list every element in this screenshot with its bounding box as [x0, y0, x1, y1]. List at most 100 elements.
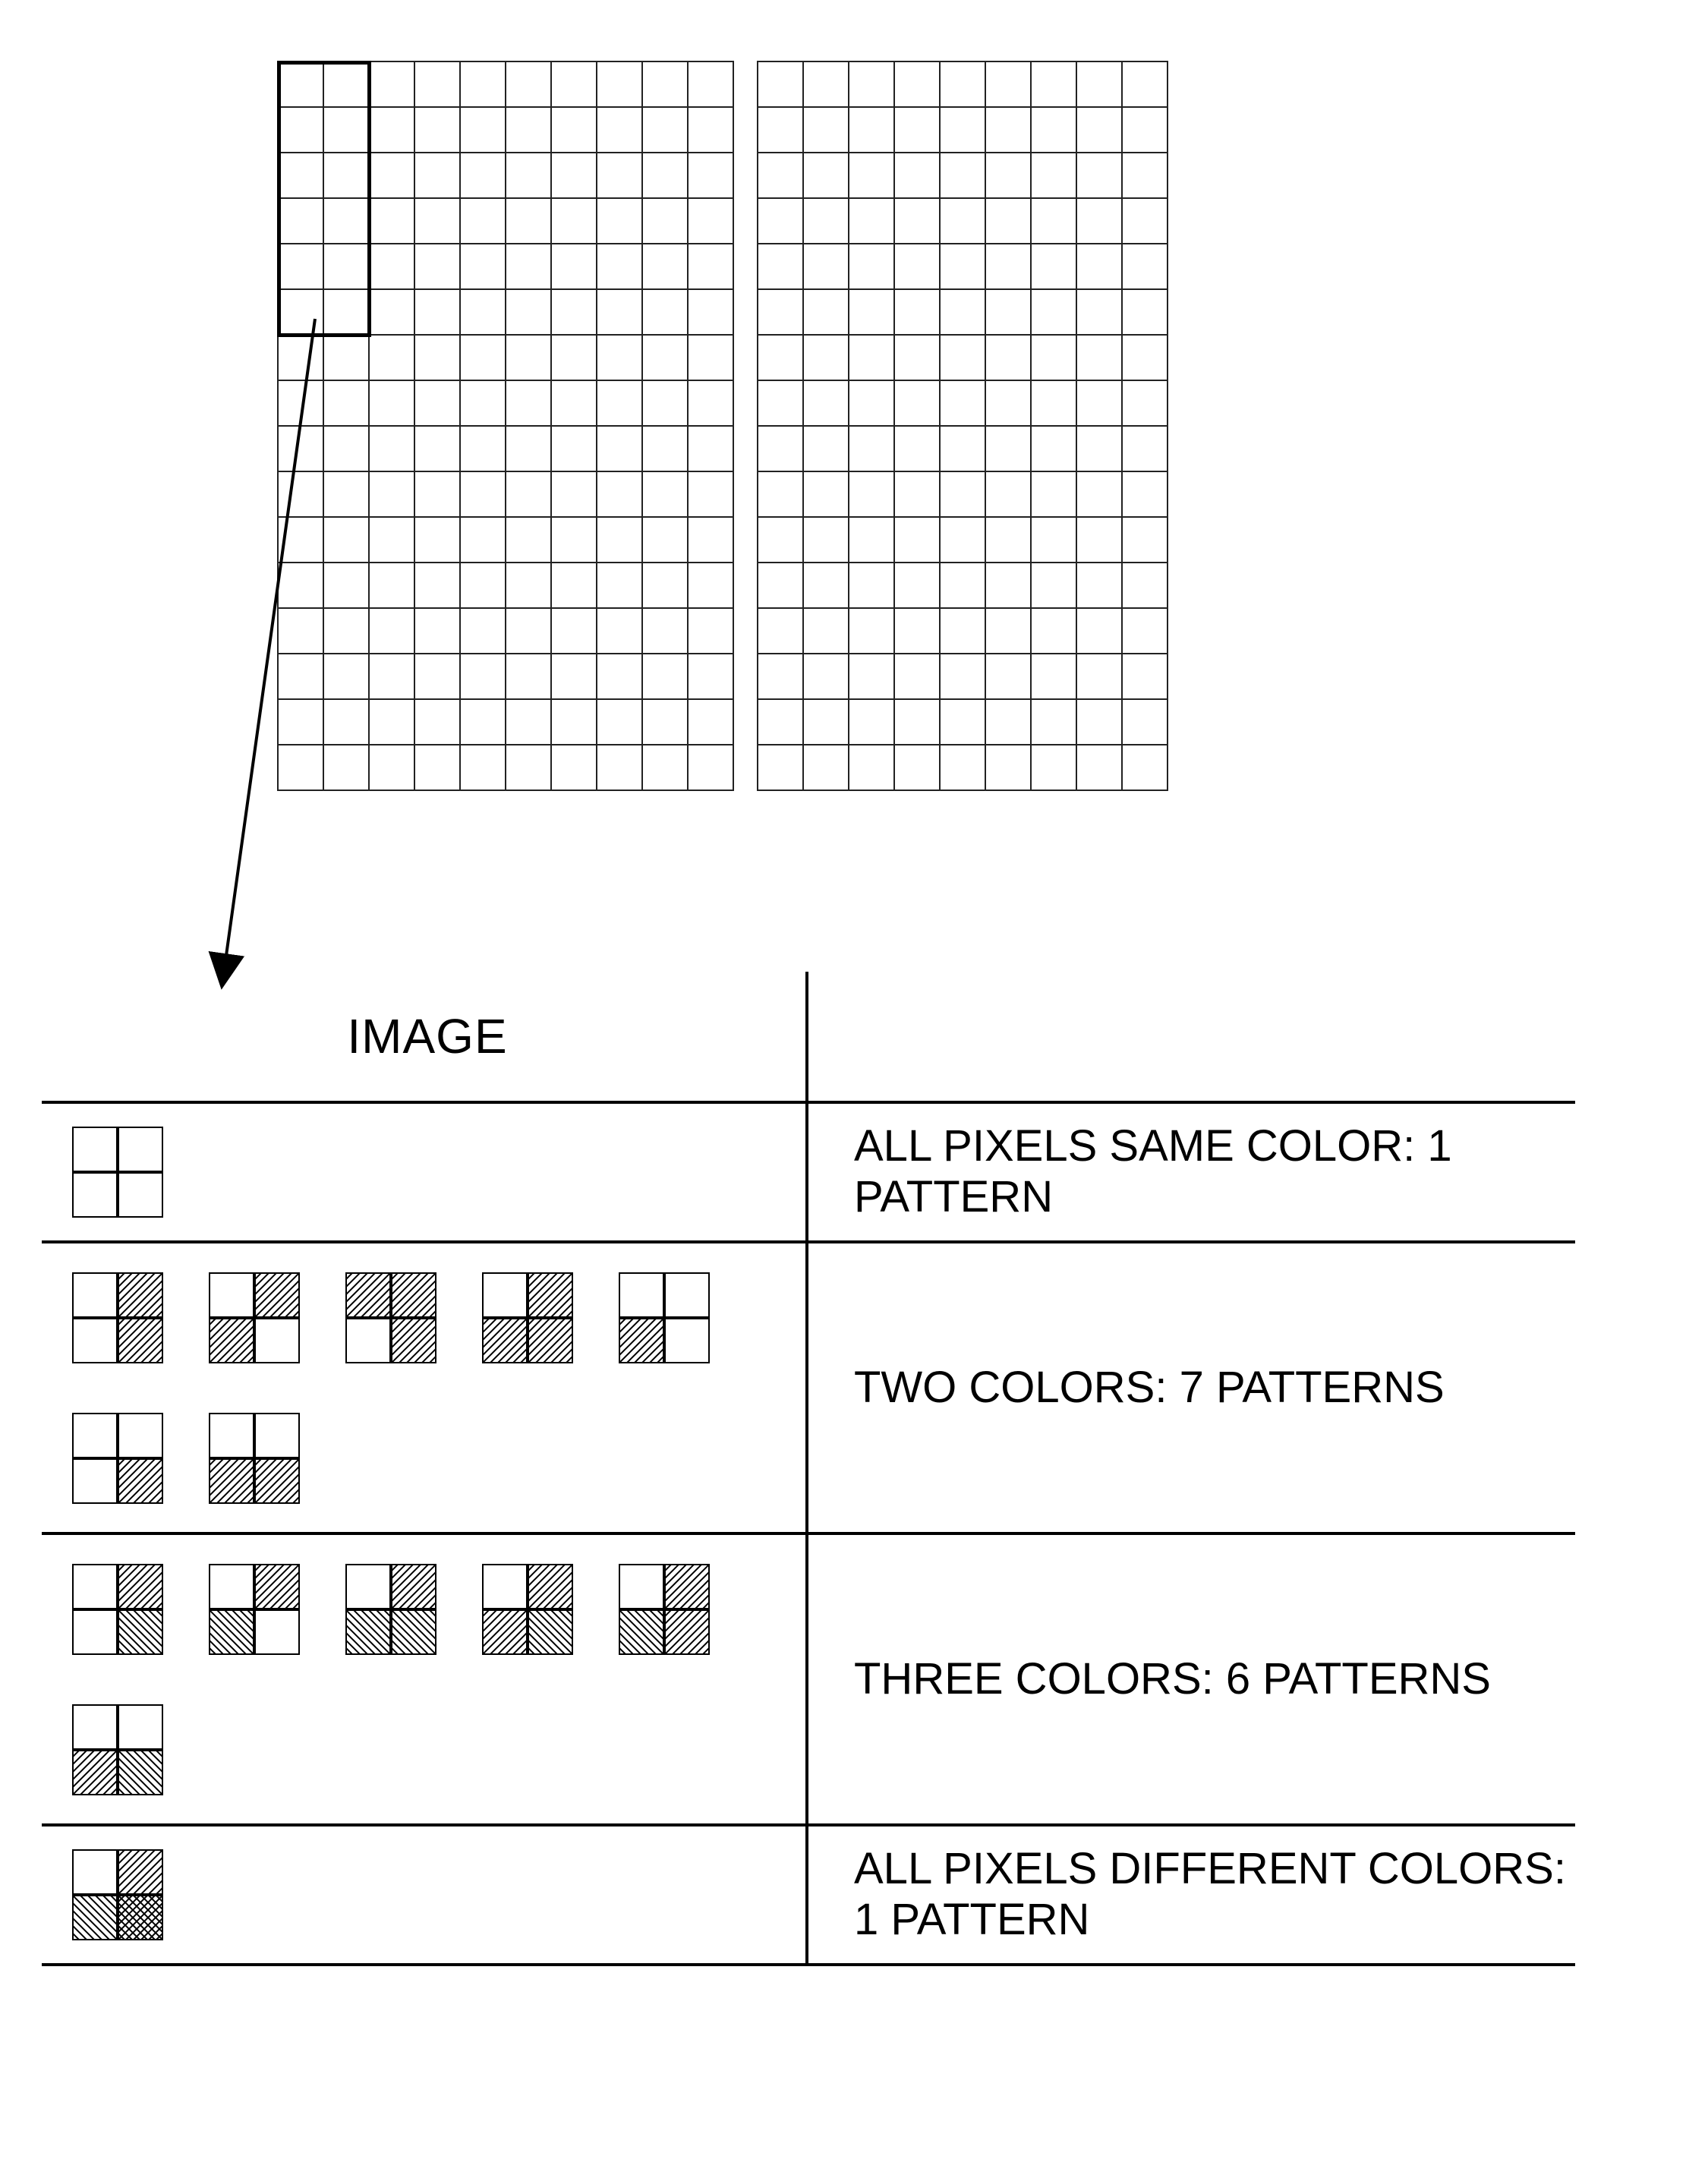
- grid-cell: [278, 107, 323, 153]
- grid-cell: [803, 244, 849, 289]
- grid-cell: [369, 608, 414, 654]
- grid-cell: [1031, 380, 1076, 426]
- grid-cell: [551, 517, 597, 563]
- grid-stage: [42, 61, 1575, 926]
- grid-cell: [323, 153, 369, 198]
- grid-cell: [1122, 153, 1168, 198]
- grid-cell: [1076, 471, 1122, 517]
- grid-cell: [940, 107, 985, 153]
- grid-cell: [894, 380, 940, 426]
- grid-cell: [597, 335, 642, 380]
- grid-cell: [642, 244, 688, 289]
- grid-cell: [1031, 699, 1076, 745]
- grid-cell: [506, 517, 551, 563]
- grid-cell: [758, 335, 803, 380]
- grid-cell: [803, 61, 849, 107]
- pattern-tile: [209, 1413, 300, 1504]
- grid-cell: [1031, 107, 1076, 153]
- grid-cell: [414, 563, 460, 608]
- grid-cell: [688, 426, 733, 471]
- grid-cell: [369, 198, 414, 244]
- grid-cell: [642, 745, 688, 790]
- grid-cell: [551, 335, 597, 380]
- grid-cell: [803, 289, 849, 335]
- grid-cell: [597, 198, 642, 244]
- grid-cell: [985, 608, 1031, 654]
- grid-cell: [642, 107, 688, 153]
- grid-cell: [894, 107, 940, 153]
- grid-cell: [985, 654, 1031, 699]
- grid-cell: [894, 335, 940, 380]
- grid-cell: [506, 153, 551, 198]
- header-image-label: IMAGE: [42, 972, 808, 1101]
- grid-cell: [551, 380, 597, 426]
- grid-cell: [803, 654, 849, 699]
- grid-cell: [414, 244, 460, 289]
- grid-cell: [688, 153, 733, 198]
- grid-cell: [985, 107, 1031, 153]
- grid-cell: [506, 608, 551, 654]
- pattern-tile: [619, 1564, 710, 1655]
- grid-cell: [985, 335, 1031, 380]
- grid-cell: [1122, 699, 1168, 745]
- grid-cell: [1122, 380, 1168, 426]
- grid-cell: [551, 107, 597, 153]
- grid-cell: [369, 699, 414, 745]
- grid-cell: [506, 61, 551, 107]
- grid-cell: [733, 608, 758, 654]
- grid-cell: [758, 517, 803, 563]
- grid-cell: [985, 289, 1031, 335]
- pattern-cell: [42, 1535, 808, 1823]
- grid-cell: [642, 563, 688, 608]
- grid-cell: [688, 517, 733, 563]
- grid-cell: [1076, 654, 1122, 699]
- grid-cell: [278, 198, 323, 244]
- grid-cell: [985, 745, 1031, 790]
- grid-cell: [985, 699, 1031, 745]
- grid-cell: [506, 289, 551, 335]
- grid-cell: [1031, 153, 1076, 198]
- grid-cell: [849, 61, 894, 107]
- grid-cell: [1031, 745, 1076, 790]
- grid-cell: [278, 61, 323, 107]
- pattern-tile: [72, 1849, 163, 1940]
- grid-cell: [803, 107, 849, 153]
- grid-cell: [894, 153, 940, 198]
- grid-cell: [414, 654, 460, 699]
- grid-cell: [1076, 745, 1122, 790]
- grid-cell: [849, 107, 894, 153]
- grid-cell: [460, 517, 506, 563]
- grid-cell: [849, 471, 894, 517]
- grid-cell: [758, 153, 803, 198]
- grid-cell: [1031, 426, 1076, 471]
- grid-cell: [849, 654, 894, 699]
- grid-cell: [940, 289, 985, 335]
- grid-cell: [894, 198, 940, 244]
- grid-cell: [506, 471, 551, 517]
- pattern-tile: [72, 1127, 163, 1218]
- grid-cell: [803, 699, 849, 745]
- grid-cell: [369, 289, 414, 335]
- grid-cell: [758, 426, 803, 471]
- grid-cell: [460, 745, 506, 790]
- grid-cell: [688, 699, 733, 745]
- grid-cell: [597, 608, 642, 654]
- grid-cell: [688, 244, 733, 289]
- grid-cell: [506, 745, 551, 790]
- grid-cell: [369, 107, 414, 153]
- grid-cell: [894, 517, 940, 563]
- grid-cell: [506, 107, 551, 153]
- grid-cell: [894, 289, 940, 335]
- callout-arrow: [209, 319, 361, 1002]
- grid-cell: [758, 608, 803, 654]
- pattern-label: THREE COLORS: 6 PATTERNS: [808, 1654, 1575, 1705]
- grid-cell: [1031, 335, 1076, 380]
- grid-cell: [597, 699, 642, 745]
- grid-cell: [597, 153, 642, 198]
- grid-cell: [894, 244, 940, 289]
- grid-cell: [506, 654, 551, 699]
- grid-cell: [597, 426, 642, 471]
- grid-cell: [758, 699, 803, 745]
- grid-cell: [506, 244, 551, 289]
- grid-cell: [758, 244, 803, 289]
